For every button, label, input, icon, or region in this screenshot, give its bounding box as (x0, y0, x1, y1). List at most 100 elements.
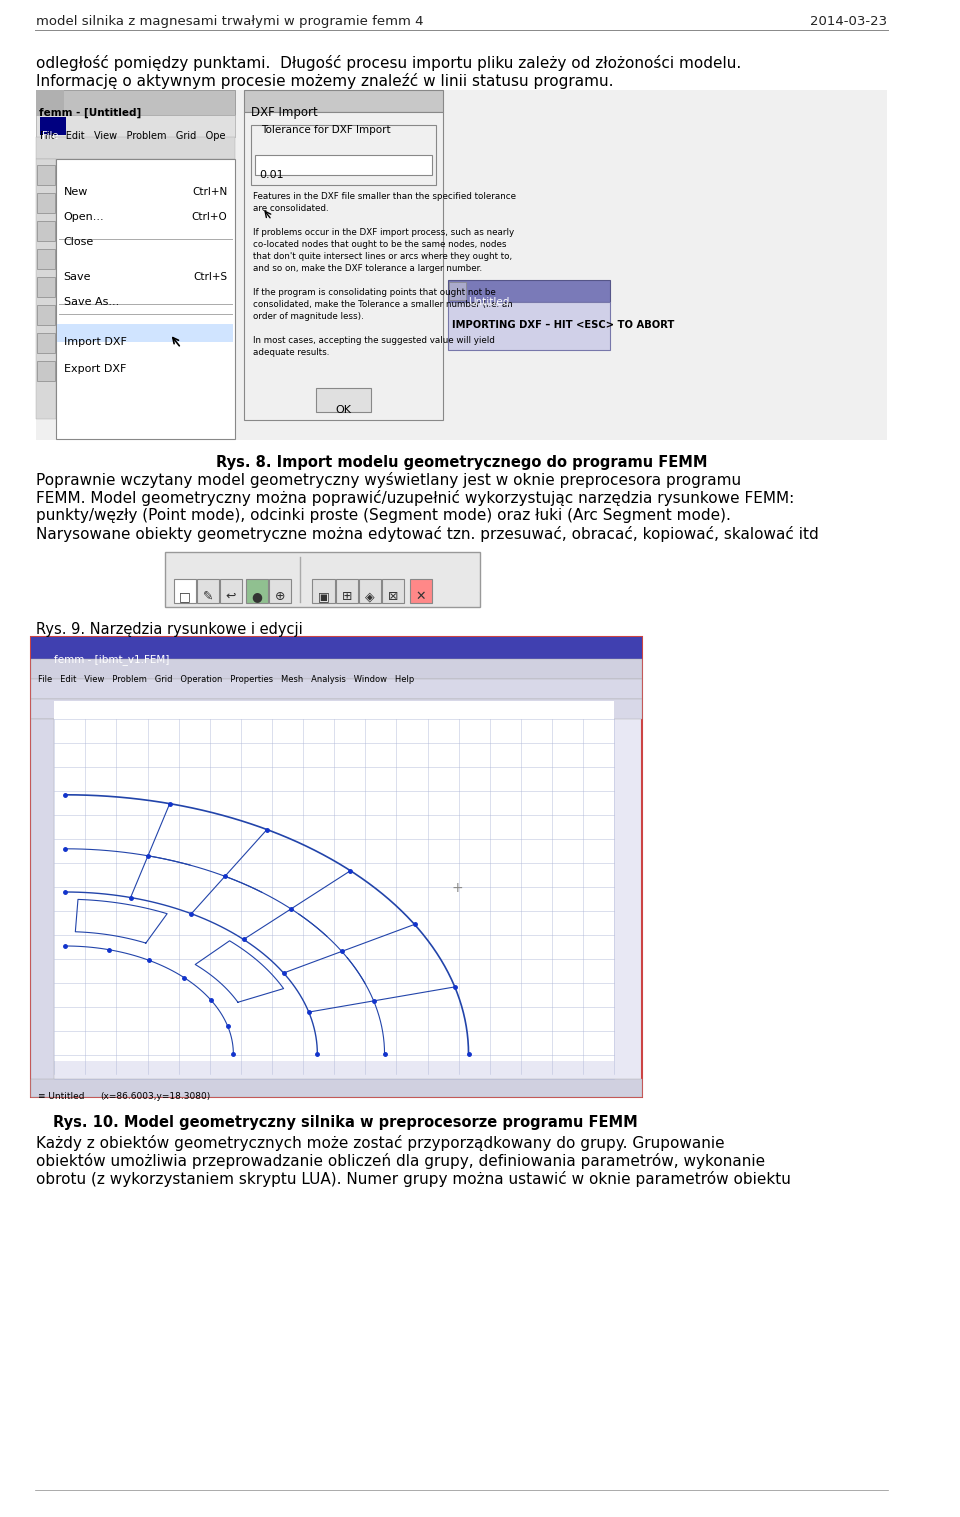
Text: ≡ Untitled: ≡ Untitled (37, 1092, 84, 1101)
Text: co-located nodes that ought to be the same nodes, nodes: co-located nodes that ought to be the sa… (253, 240, 507, 249)
Text: FEMM. Model geometryczny można poprawić/uzupełnić wykorzystując narzędzia rysunk: FEMM. Model geometryczny można poprawić/… (36, 490, 794, 507)
FancyBboxPatch shape (197, 579, 219, 602)
Text: obiektów umożliwia przeprowadzanie obliczeń dla grupy, definiowania parametrów, : obiektów umożliwia przeprowadzanie oblic… (36, 1153, 765, 1170)
Text: femm - [Untitled]: femm - [Untitled] (38, 108, 141, 118)
Text: order of magnitude less).: order of magnitude less). (253, 313, 364, 322)
FancyBboxPatch shape (447, 281, 610, 302)
Text: consolidated, make the Tolerance a smaller number (i.e. an: consolidated, make the Tolerance a small… (253, 300, 513, 309)
FancyBboxPatch shape (36, 193, 55, 212)
FancyBboxPatch shape (244, 112, 443, 420)
FancyBboxPatch shape (447, 302, 610, 350)
FancyBboxPatch shape (31, 1079, 642, 1097)
Text: ↩: ↩ (226, 590, 236, 602)
Text: Każdy z obiektów geometrycznych może zostać przyporządkowany do grupy. Grupowani: Każdy z obiektów geometrycznych może zos… (36, 1135, 725, 1151)
FancyBboxPatch shape (410, 579, 432, 602)
Text: Save: Save (63, 272, 91, 282)
Text: Close: Close (63, 237, 94, 247)
Text: OK: OK (335, 405, 351, 416)
Text: Export DXF: Export DXF (63, 364, 126, 375)
Text: Open...: Open... (63, 212, 104, 221)
FancyBboxPatch shape (36, 90, 235, 115)
FancyBboxPatch shape (40, 117, 66, 135)
Text: If problems occur in the DXF import process, such as nearly: If problems occur in the DXF import proc… (253, 228, 515, 237)
Text: model silnika z magnesami trwałymi w programie femm 4: model silnika z magnesami trwałymi w pro… (36, 15, 423, 27)
Text: File   Edit   View   Problem   Grid   Operation   Properties   Mesh   Analysis  : File Edit View Problem Grid Operation Pr… (37, 675, 414, 684)
Text: Rys. 10. Model geometryczny silnika w preprocesorze programu FEMM: Rys. 10. Model geometryczny silnika w pr… (54, 1115, 638, 1130)
FancyBboxPatch shape (31, 637, 642, 658)
FancyBboxPatch shape (359, 579, 381, 602)
FancyBboxPatch shape (313, 579, 335, 602)
FancyBboxPatch shape (246, 579, 268, 602)
Text: Rys. 9. Narzędzia rysunkowe i edycji: Rys. 9. Narzędzia rysunkowe i edycji (36, 622, 302, 637)
FancyBboxPatch shape (31, 658, 642, 680)
FancyBboxPatch shape (244, 90, 443, 112)
Text: If the program is consolidating points that ought not be: If the program is consolidating points t… (253, 288, 496, 297)
FancyBboxPatch shape (165, 552, 480, 607)
Text: Features in the DXF file smaller than the specified tolerance: Features in the DXF file smaller than th… (253, 193, 516, 200)
Text: and so on, make the DXF tolerance a larger number.: and so on, make the DXF tolerance a larg… (253, 264, 482, 273)
Text: that don't quite intersect lines or arcs where they ought to,: that don't quite intersect lines or arcs… (253, 252, 513, 261)
Text: +: + (451, 881, 464, 895)
FancyBboxPatch shape (36, 115, 235, 137)
FancyBboxPatch shape (31, 719, 55, 1097)
FancyBboxPatch shape (36, 90, 887, 440)
FancyBboxPatch shape (255, 155, 432, 174)
Text: ⊠: ⊠ (388, 590, 398, 602)
FancyBboxPatch shape (252, 124, 436, 185)
FancyBboxPatch shape (36, 165, 55, 185)
FancyBboxPatch shape (382, 579, 404, 602)
Text: femm - [ibmt_v1.FEM]: femm - [ibmt_v1.FEM] (55, 654, 170, 664)
Text: IMPORTING DXF – HIT <ESC> TO ABORT: IMPORTING DXF – HIT <ESC> TO ABORT (452, 320, 675, 331)
FancyBboxPatch shape (36, 361, 55, 381)
FancyBboxPatch shape (269, 579, 291, 602)
FancyBboxPatch shape (36, 159, 56, 419)
Text: Rys. 8. Import modelu geometrycznego do programu FEMM: Rys. 8. Import modelu geometrycznego do … (216, 455, 708, 470)
Text: odległość pomiędzy punktami.  Długość procesu importu pliku zależy od złożoności: odległość pomiędzy punktami. Długość pro… (36, 55, 741, 71)
FancyBboxPatch shape (31, 680, 642, 699)
FancyBboxPatch shape (57, 325, 233, 341)
FancyBboxPatch shape (31, 637, 642, 1097)
Text: Ctrl+S: Ctrl+S (193, 272, 228, 282)
Text: obrotu (z wykorzystaniem skryptu LUA). Numer grupy można ustawić w oknie paramet: obrotu (z wykorzystaniem skryptu LUA). N… (36, 1171, 791, 1186)
Text: are consolidated.: are consolidated. (253, 203, 329, 212)
FancyBboxPatch shape (36, 137, 235, 159)
Text: □: □ (179, 590, 191, 602)
FancyBboxPatch shape (36, 278, 55, 297)
FancyBboxPatch shape (36, 305, 55, 325)
Text: Narysowane obiekty geometryczne można edytować tzn. przesuwać, obracać, kopiować: Narysowane obiekty geometryczne można ed… (36, 526, 819, 542)
FancyBboxPatch shape (174, 579, 196, 602)
Text: (x=86.6003,y=18.3080): (x=86.6003,y=18.3080) (101, 1092, 211, 1101)
Text: In most cases, accepting the suggested value will yield: In most cases, accepting the suggested v… (253, 335, 495, 344)
Text: ◈: ◈ (365, 590, 374, 602)
FancyBboxPatch shape (36, 249, 55, 269)
Text: adequate results.: adequate results. (253, 347, 329, 356)
Text: DXF Import: DXF Import (252, 106, 318, 118)
FancyBboxPatch shape (36, 221, 55, 241)
Text: ⊞: ⊞ (342, 590, 352, 602)
Text: Poprawnie wczytany model geometryczny wyświetlany jest w oknie preprocesora prog: Poprawnie wczytany model geometryczny wy… (36, 472, 741, 488)
Text: Untitled: Untitled (468, 297, 510, 306)
Text: File: File (42, 130, 59, 141)
Text: New: New (63, 187, 88, 197)
FancyBboxPatch shape (31, 699, 642, 719)
Text: Tolerance for DXF Import: Tolerance for DXF Import (261, 124, 391, 135)
FancyBboxPatch shape (36, 90, 63, 115)
Text: File   Edit   View   Problem   Grid   Ope: File Edit View Problem Grid Ope (40, 130, 226, 141)
Text: ✎: ✎ (203, 590, 213, 602)
Text: Ctrl+O: Ctrl+O (192, 212, 228, 221)
Text: Import DXF: Import DXF (63, 337, 127, 347)
Text: ▣: ▣ (318, 590, 329, 602)
FancyBboxPatch shape (449, 282, 467, 300)
Text: Save As...: Save As... (63, 297, 119, 306)
Text: punkty/węzły (Point mode), odcinki proste (Segment mode) oraz łuki (Arc Segment : punkty/węzły (Point mode), odcinki prost… (36, 508, 731, 523)
Text: ✕: ✕ (416, 590, 426, 602)
Text: 0.01: 0.01 (259, 170, 283, 181)
Text: Ctrl+N: Ctrl+N (192, 187, 228, 197)
Text: ●: ● (252, 590, 262, 602)
FancyBboxPatch shape (55, 701, 614, 1060)
Text: 2014-03-23: 2014-03-23 (810, 15, 887, 27)
FancyBboxPatch shape (336, 579, 358, 602)
Text: ⊕: ⊕ (275, 590, 285, 602)
FancyBboxPatch shape (36, 334, 55, 353)
FancyBboxPatch shape (56, 159, 235, 438)
